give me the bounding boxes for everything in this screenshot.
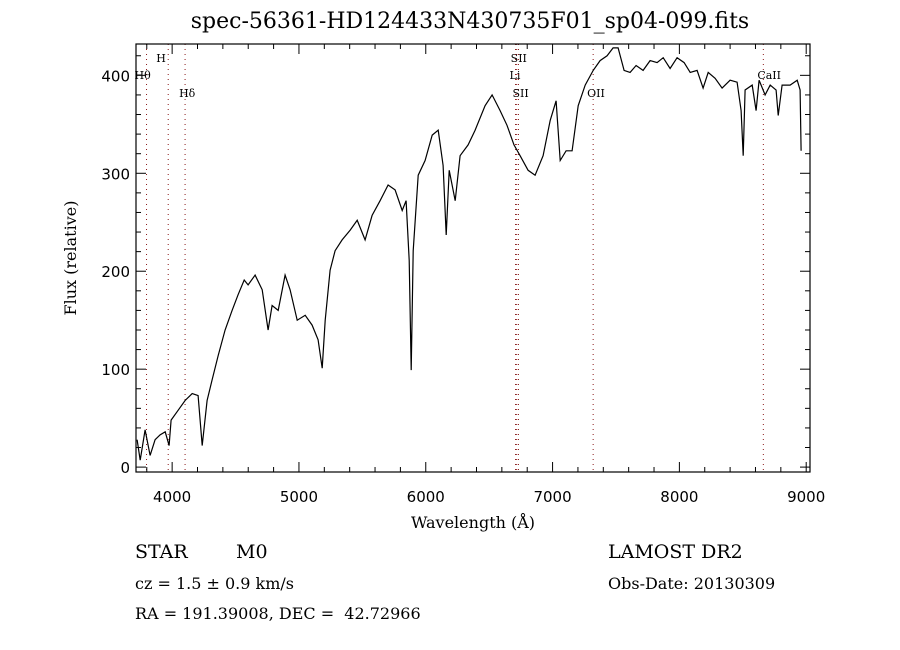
y-tick-label: 400	[101, 67, 130, 85]
marker-label: Li	[510, 69, 521, 82]
object-subclass: M0	[236, 541, 268, 563]
y-tick-label: 0	[120, 459, 130, 477]
marker-label: SII	[512, 87, 528, 100]
obs-date: Obs-Date: 20130309	[608, 574, 776, 593]
marker-label: OII	[587, 87, 605, 100]
marker-label: SII	[511, 52, 527, 65]
x-tick-label: 8000	[660, 488, 698, 506]
chart-title: spec-56361-HD124433N430735F01_sp04-099.f…	[190, 9, 750, 34]
y-tick-label: 100	[101, 361, 130, 379]
survey-label: LAMOST DR2	[608, 541, 743, 563]
object-class: STAR	[135, 541, 188, 563]
plot-frame	[135, 43, 811, 473]
spectrum-line	[136, 47, 802, 461]
coordinates-info: RA = 191.39008, DEC = 42.72966	[135, 604, 421, 623]
x-tick-label: 9000	[787, 488, 825, 506]
x-axis-label: Wavelength (Å)	[411, 512, 535, 532]
x-tick-label: 7000	[533, 488, 571, 506]
x-tick-label: 5000	[280, 488, 318, 506]
x-tick-label: 4000	[153, 488, 191, 506]
marker-label: CaII	[757, 69, 781, 82]
y-tick-label: 300	[101, 165, 130, 183]
y-tick-label: 200	[101, 263, 130, 281]
y-axis-label: Flux (relative)	[61, 201, 80, 316]
x-tick-label: 6000	[407, 488, 445, 506]
marker-label: Hδ	[179, 87, 196, 100]
redshift-info: cz = 1.5 ± 0.9 km/s	[135, 574, 294, 593]
marker-label: H	[156, 52, 166, 65]
